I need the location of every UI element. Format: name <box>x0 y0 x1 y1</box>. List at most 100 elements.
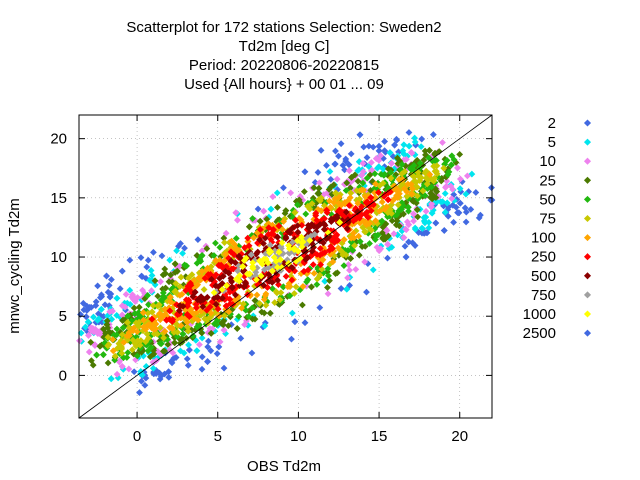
scatter-point <box>241 244 248 251</box>
scatter-point <box>181 244 188 252</box>
scatter-point <box>288 335 295 343</box>
scatter-point <box>408 190 416 198</box>
scatter-point <box>245 223 253 231</box>
scatter-point <box>315 196 323 204</box>
scatter-point <box>156 316 164 324</box>
scatter-point <box>232 291 239 299</box>
scatter-point <box>143 263 151 271</box>
scatter-point <box>201 315 209 323</box>
scatter-point <box>393 217 401 225</box>
scatter-point <box>330 199 338 206</box>
scatter-point <box>118 267 126 275</box>
scatter-point <box>325 272 332 280</box>
scatter-point <box>184 323 192 331</box>
legend-marker <box>583 234 592 242</box>
scatter-point <box>183 355 191 363</box>
scatter-point <box>138 272 145 280</box>
legend-label: 5 <box>548 134 556 151</box>
scatter-point <box>254 205 262 213</box>
scatter-point <box>120 339 128 346</box>
scatter-point <box>441 190 449 197</box>
scatter-point <box>348 173 355 181</box>
scatter-point <box>184 282 192 290</box>
scatter-point <box>345 261 352 269</box>
scatter-point <box>334 244 342 252</box>
scatter-point <box>301 319 309 327</box>
scatter-point <box>94 282 102 290</box>
scatter-point <box>447 182 455 190</box>
axis-ticks: 0 5 10 15 20 0 5 10 15 20 <box>50 115 492 445</box>
scatter-point <box>316 220 324 228</box>
scatter-point <box>90 313 97 321</box>
scatter-point <box>405 207 412 215</box>
scatter-point <box>410 217 418 225</box>
scatter-point <box>198 353 206 361</box>
legend-marker <box>583 214 592 223</box>
scatter-point <box>340 262 348 270</box>
scatter-point <box>362 228 369 236</box>
scatter-point <box>273 189 281 197</box>
scatter-point <box>285 242 293 250</box>
scatter-point <box>201 274 209 282</box>
scatter-point <box>440 227 448 234</box>
scatter-point <box>350 217 357 225</box>
scatter-point <box>104 333 112 341</box>
scatter-point <box>235 262 243 270</box>
scatter-point <box>345 196 352 204</box>
scatter-point <box>413 206 421 214</box>
legend-label: 250 <box>531 249 556 266</box>
scatter-point <box>447 161 455 169</box>
scatter-point <box>290 290 298 297</box>
scatter-point <box>363 208 371 216</box>
scatter-point <box>354 199 362 207</box>
scatter-point <box>342 251 350 259</box>
scatter-point <box>344 274 351 282</box>
scatter-point <box>185 274 192 282</box>
scatter-point <box>427 193 434 201</box>
scatter-point <box>204 264 211 272</box>
scatter-point <box>432 219 440 227</box>
scatter-point <box>388 160 395 167</box>
scatter-point <box>352 266 360 273</box>
scatter-point <box>301 168 309 176</box>
scatter-point <box>422 174 430 182</box>
scatter-point <box>316 245 324 252</box>
scatter-point <box>411 134 419 142</box>
scatter-point <box>278 263 286 271</box>
scatter-point <box>472 189 480 196</box>
scatter-point <box>248 349 256 357</box>
scatter-point <box>294 201 301 209</box>
title-line-3: Period: 20220806-20220815 <box>189 57 379 74</box>
scatter-point <box>136 341 144 349</box>
scatter-point <box>130 368 138 376</box>
scatter-point <box>316 179 323 187</box>
scatter-point <box>456 175 464 183</box>
scatter-point <box>448 195 456 203</box>
scatter-point <box>113 294 121 302</box>
scatter-point <box>363 288 370 296</box>
scatter-point <box>111 356 119 364</box>
scatter-point <box>315 190 323 197</box>
scatter-point <box>285 228 293 236</box>
scatter-point <box>401 168 409 175</box>
scatter-point <box>177 322 185 329</box>
legend-label: 25 <box>539 172 556 189</box>
scatter-point <box>182 334 190 342</box>
scatter-point <box>285 249 293 257</box>
scatter-point <box>386 188 394 196</box>
scatter-point <box>416 159 424 167</box>
scatter-point <box>151 277 159 285</box>
scatter-point <box>274 276 282 284</box>
scatter-point <box>261 292 269 300</box>
scatter-point <box>215 261 222 269</box>
scatter-point <box>384 196 392 204</box>
scatter-point <box>239 263 247 270</box>
y-tick-label: 20 <box>50 131 67 148</box>
scatter-point <box>256 217 264 225</box>
scatter-point <box>265 220 273 228</box>
scatter-point <box>130 296 137 303</box>
scatter-point <box>208 275 215 283</box>
scatter-point <box>264 230 272 238</box>
scatter-point <box>297 216 305 224</box>
